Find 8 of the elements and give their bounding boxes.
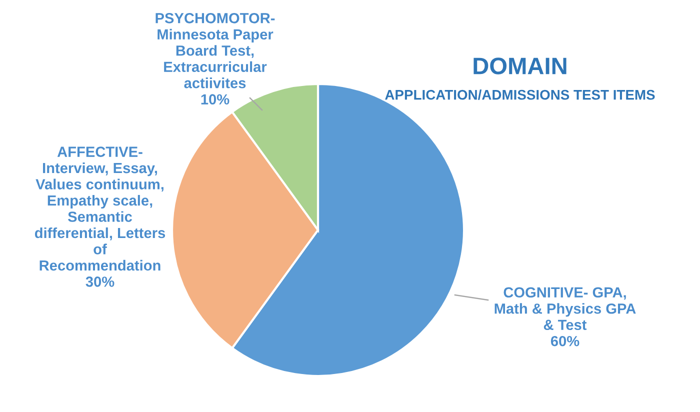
data-label: 30%: [86, 276, 114, 287]
text: APPLICATION/ADMISSIONS TEST ITEMS: [385, 90, 655, 100]
text: DOMAIN: [474, 58, 566, 74]
data-label: 60%: [550, 336, 580, 346]
data-label: 10%: [201, 94, 230, 105]
slice-label: AFFECTIVE- Interview, Essay, Values continuum, Empathy scale, Semantic differential, Letters of Recommendation: [34, 146, 166, 271]
slice-label: COGNITIVE- GPA, Math & Physics GPA & Test: [494, 287, 636, 330]
slice-label: PSYCHOMOTOR- Minnesota Paper Board Test, Extracurricular actiivites: [156, 12, 275, 88]
